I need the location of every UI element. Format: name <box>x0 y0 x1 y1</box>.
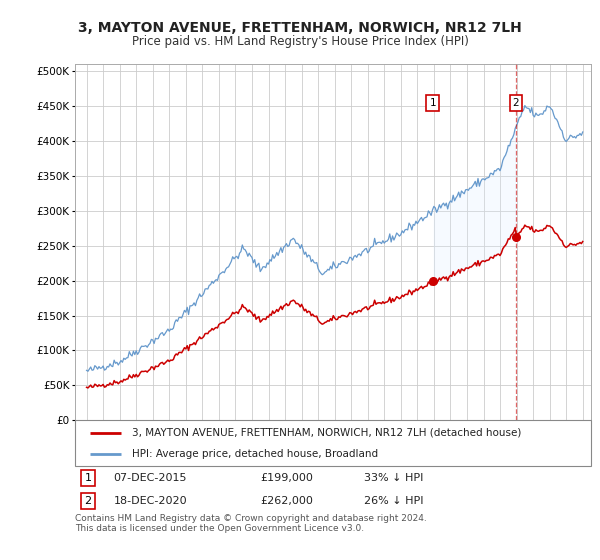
Text: 2: 2 <box>512 98 519 108</box>
Text: Contains HM Land Registry data © Crown copyright and database right 2024.
This d: Contains HM Land Registry data © Crown c… <box>75 514 427 533</box>
Text: 3, MAYTON AVENUE, FRETTENHAM, NORWICH, NR12 7LH: 3, MAYTON AVENUE, FRETTENHAM, NORWICH, N… <box>78 21 522 35</box>
Text: 18-DEC-2020: 18-DEC-2020 <box>114 496 187 506</box>
Text: 2: 2 <box>85 496 91 506</box>
Text: £262,000: £262,000 <box>261 496 314 506</box>
Text: 3, MAYTON AVENUE, FRETTENHAM, NORWICH, NR12 7LH (detached house): 3, MAYTON AVENUE, FRETTENHAM, NORWICH, N… <box>132 428 521 438</box>
Text: 1: 1 <box>430 98 436 108</box>
Text: 07-DEC-2015: 07-DEC-2015 <box>114 473 187 483</box>
Text: Price paid vs. HM Land Registry's House Price Index (HPI): Price paid vs. HM Land Registry's House … <box>131 35 469 48</box>
FancyBboxPatch shape <box>75 420 591 466</box>
Text: £199,000: £199,000 <box>261 473 314 483</box>
Text: 1: 1 <box>85 473 91 483</box>
Text: 33% ↓ HPI: 33% ↓ HPI <box>364 473 424 483</box>
Text: 26% ↓ HPI: 26% ↓ HPI <box>364 496 424 506</box>
Text: HPI: Average price, detached house, Broadland: HPI: Average price, detached house, Broa… <box>132 449 378 459</box>
